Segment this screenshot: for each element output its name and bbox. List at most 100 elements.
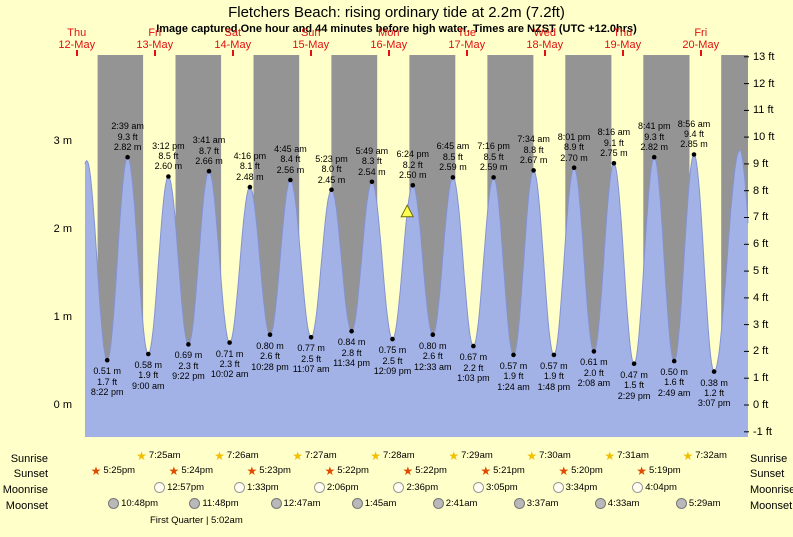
tide-label-line: 7:34 am	[517, 134, 550, 145]
tide-label-line: 2.66 m	[195, 156, 223, 167]
moonset-circle-icon	[675, 498, 687, 509]
tide-point-dot	[227, 340, 232, 345]
tide-label-line: 1.5 ft	[624, 380, 645, 391]
high-tide-label: 3:12 pm 8.5 ft 2.60 m	[145, 141, 191, 172]
high-tide-label: 7:16 pm 8.5 ft 2.59 m	[471, 141, 517, 172]
day-tick	[75, 50, 78, 56]
tide-label-line: 2.85 m	[680, 139, 708, 150]
tide-label-line: 8.9 ft	[564, 142, 585, 153]
tide-point-dot	[288, 177, 293, 183]
low-tide-label: 0.50 m 1.6 ft 2:49 am	[651, 367, 697, 398]
sunset-star-icon: ★	[558, 464, 570, 478]
moonrise-circle-icon	[154, 482, 166, 493]
tide-point-dot	[651, 154, 657, 160]
moonrise-time: 2:36pm	[406, 481, 439, 493]
tide-label-line: 4:45 am	[274, 144, 307, 155]
day-name: Fri	[148, 27, 162, 39]
low-tide-label: 0.80 m 2.6 ft 12:33 am	[410, 341, 456, 372]
tide-label-line: 2.56 m	[276, 164, 305, 175]
tide-label-line: 12:33 am	[414, 361, 452, 372]
sunrise-time: 7:28am	[383, 450, 415, 462]
day-date: 14-May	[214, 39, 252, 52]
sunset-entry: ★ 5:24pm	[169, 465, 213, 477]
tide-point-dot	[410, 183, 416, 188]
day-name: Thu	[613, 27, 633, 39]
tide-label-line: 5:49 am	[355, 145, 389, 156]
moonrise-circle-icon	[552, 482, 564, 493]
sunrise-row-label: Sunrise	[10, 453, 48, 465]
tide-label-line: 3:12 pm	[152, 140, 185, 151]
sunrise-entry: ★ 7:26am	[214, 449, 258, 463]
day-label: Fri 20-May	[666, 27, 736, 51]
tide-label-line: 0.47 m	[620, 369, 648, 380]
day-label: Wed 18-May	[510, 27, 580, 51]
moonrise-circle-icon	[313, 482, 325, 493]
tide-point-dot	[247, 184, 253, 190]
sunset-time: 5:19pm	[649, 465, 681, 477]
moonset-time: 5:29am	[688, 497, 721, 509]
feet-axis-label: 8 ft	[753, 184, 769, 197]
sunrise-star-icon: ★	[604, 449, 616, 463]
moonset-circle-icon	[351, 498, 363, 509]
tide-point-dot	[571, 165, 577, 170]
low-tide-label: 0.61 m 2.0 ft 2:08 am	[571, 357, 617, 388]
sunset-entry: ★ 5:19pm	[636, 465, 681, 477]
sunset-time: 5:22pm	[337, 465, 369, 477]
tide-label-line: 5:23 pm	[315, 153, 348, 164]
day-date: 17-May	[448, 39, 486, 52]
sunrise-entry: ★ 7:25am	[136, 450, 181, 462]
tide-label-line: 2:39 am	[111, 121, 144, 132]
high-tide-label: 4:16 pm 8.1 ft 2.48 m	[227, 151, 273, 182]
tide-label-line: 2.82 m	[113, 142, 142, 153]
tide-point-dot	[390, 336, 395, 342]
moonrise-row-label: Moonrise	[750, 484, 793, 496]
tide-label-line: 2.3 ft	[178, 360, 199, 371]
day-date: 20-May	[682, 39, 720, 52]
tide-label-line: 8:16 am	[597, 127, 631, 138]
meter-axis-label: 0 m	[53, 399, 72, 411]
sunrise-time: 7:31am	[617, 450, 649, 462]
tide-label-line: 0.75 m	[378, 345, 407, 356]
day-date: 16-May	[370, 39, 408, 52]
tide-label-line: 0.69 m	[174, 350, 203, 361]
sunset-entry: ★ 5:22pm	[402, 465, 446, 477]
high-tide-label: 8:41 pm 9.3 ft 2.82 m	[631, 121, 677, 152]
tide-label-line: 8.1 ft	[239, 161, 260, 172]
low-tide-label: 0.69 m 2.3 ft 9:22 pm	[165, 350, 211, 381]
tide-label-line: 2.5 ft	[301, 353, 322, 364]
tide-point-dot	[369, 179, 375, 185]
tide-label-line: 8.0 ft	[321, 164, 342, 175]
feet-axis-tick	[744, 404, 749, 406]
sunset-star-icon: ★	[324, 464, 336, 478]
moonset-time: 12:47am	[283, 497, 321, 509]
high-tide-label: 6:24 pm 8.2 ft 2.50 m	[390, 149, 436, 180]
tide-label-line: 0.84 m	[337, 337, 366, 348]
sunset-time: 5:24pm	[181, 465, 213, 477]
tide-point-dot	[471, 343, 476, 349]
tide-label-line: 2.6 ft	[260, 351, 281, 362]
sunset-star-icon: ★	[90, 464, 102, 478]
day-label: Sat 14-May	[198, 27, 268, 51]
tide-area	[85, 150, 748, 437]
tide-label-line: 1:48 pm	[537, 381, 571, 392]
sunrise-time: 7:29am	[461, 450, 493, 462]
tide-label-line: 1:03 pm	[457, 372, 490, 383]
tide-label-line: 2.50 m	[399, 170, 427, 181]
sunrise-star-icon: ★	[214, 449, 225, 463]
sunrise-time: 7:25am	[148, 450, 181, 462]
day-name: Mon	[378, 27, 400, 39]
day-name: Sat	[224, 27, 241, 39]
tide-label-line: 0.38 m	[700, 377, 728, 388]
low-tide-label: 0.67 m 2.2 ft 1:03 pm	[450, 352, 496, 383]
sunset-row-label: Sunset	[750, 468, 785, 480]
moonrise-time: 3:34pm	[565, 481, 598, 493]
feet-axis-label: 7 ft	[753, 211, 769, 224]
feet-axis-tick	[744, 350, 749, 352]
tide-label-line: 0.77 m	[297, 343, 325, 354]
tide-label-line: 0.57 m	[540, 360, 568, 371]
high-tide-label: 8:56 am 9.4 ft 2.85 m	[671, 119, 717, 150]
tide-point-dot	[450, 175, 456, 180]
tide-point-dot	[430, 332, 436, 338]
feet-axis-label: 0 ft	[753, 399, 769, 411]
moonset-time: 4:33am	[607, 497, 640, 509]
